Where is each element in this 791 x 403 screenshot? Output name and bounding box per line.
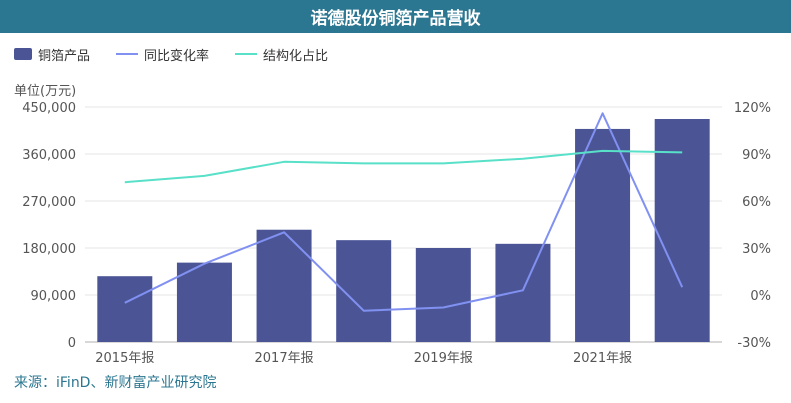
legend: 铜箔产品 同比变化率 结构化占比 — [14, 44, 328, 64]
x-tick-label: 2015年报 — [95, 351, 154, 366]
line-series — [124, 112, 684, 312]
y-left-tick-label: 180,000 — [22, 242, 76, 257]
bar — [97, 276, 153, 342]
y-right-tick-label: 120% — [734, 101, 771, 116]
legend-item-share[interactable]: 结构化占比 — [235, 45, 328, 64]
legend-swatch-share — [235, 53, 258, 55]
legend-label-bar: 铜箔产品 — [38, 48, 91, 64]
legend-label-yoy: 同比变化率 — [144, 48, 210, 64]
x-tick-label: 2021年报 — [573, 351, 632, 366]
y-right-tick-label: 60% — [742, 195, 771, 210]
share-line — [124, 149, 683, 184]
y-left-tick-label: 0 — [68, 336, 76, 351]
y-left-tick-label: 90,000 — [31, 289, 77, 304]
yoy-line — [124, 112, 684, 312]
legend-swatch-bar — [14, 48, 32, 60]
y-right-tick-label: 0% — [750, 289, 771, 304]
bar — [575, 128, 631, 342]
x-tick-label: 2019年报 — [414, 351, 473, 366]
source-note: 来源：iFinD、新财富产业研究院 — [14, 375, 217, 391]
bar — [176, 262, 232, 342]
y-left-tick-label: 270,000 — [22, 195, 76, 210]
unit-label: 单位(万元) — [14, 84, 77, 99]
bar — [654, 119, 710, 342]
x-axis: 2015年报 2017年报 2019年报 2021年报 — [95, 351, 632, 366]
bar — [415, 248, 471, 342]
x-tick-label: 2017年报 — [255, 351, 314, 366]
y-left-tick-label: 450,000 — [22, 101, 76, 116]
chart-title: 诺德股份铜箔产品营收 — [0, 0, 791, 33]
y-right-tick-label: 30% — [742, 242, 771, 257]
y-right-tick-label: 90% — [742, 148, 771, 163]
legend-label-share: 结构化占比 — [263, 48, 329, 64]
bar-series — [97, 119, 710, 342]
legend-item-bar[interactable]: 铜箔产品 — [14, 45, 90, 64]
legend-swatch-yoy — [116, 53, 139, 55]
bar — [336, 240, 392, 342]
y-axis-right: -30% 0% 30% 60% 90% 120% — [734, 101, 771, 351]
y-right-tick-label: -30% — [737, 336, 771, 351]
y-left-tick-label: 360,000 — [22, 148, 76, 163]
bar — [256, 229, 312, 342]
legend-item-yoy[interactable]: 同比变化率 — [116, 45, 209, 64]
bar — [495, 243, 551, 342]
y-axis-left: 0 90,000 180,000 270,000 360,000 450,000 — [22, 101, 76, 351]
